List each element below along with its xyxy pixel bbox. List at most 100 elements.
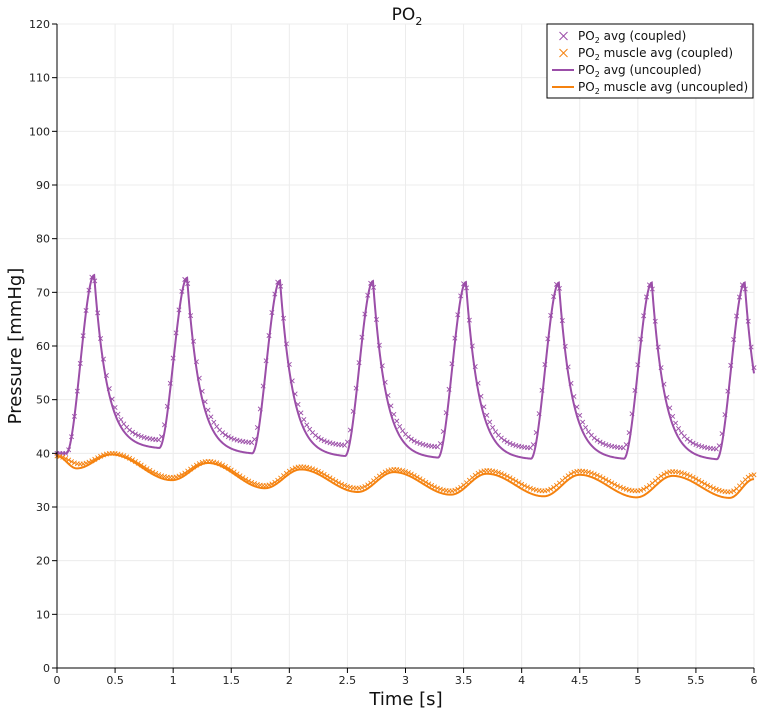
series-2-marker <box>437 486 443 492</box>
y-tick-label: 120 <box>29 18 50 31</box>
x-tick-label: 1.5 <box>223 674 241 687</box>
series-2-marker <box>588 470 594 476</box>
series-1-marker <box>405 434 411 440</box>
series-1-marker <box>315 435 321 441</box>
legend-entry-3-label-rest: avg (uncoupled) <box>600 63 702 77</box>
series-1-marker <box>135 432 141 438</box>
series-2-marker <box>545 487 551 493</box>
series-2-marker <box>731 488 737 494</box>
series-1-marker <box>591 435 597 441</box>
series-1-marker <box>129 429 136 435</box>
series-1-marker <box>318 436 324 442</box>
x-tick-label: 0 <box>54 674 61 687</box>
series-1-marker <box>420 441 426 447</box>
series-2-marker <box>498 471 504 477</box>
series-2-marker <box>434 485 440 491</box>
series-1-marker <box>220 430 226 436</box>
series-1-marker <box>507 440 513 446</box>
series-2-marker <box>359 485 365 491</box>
series-2-marker <box>507 475 513 481</box>
legend-entry-4-label: PO2 muscle avg (uncoupled) <box>578 80 748 96</box>
x-tick-label: 5 <box>634 674 641 687</box>
legend-entry-2-label-rest: muscle avg (coupled) <box>600 46 733 60</box>
legend-entry-2: PO2 muscle avg (coupled) <box>559 46 733 62</box>
series-1-marker <box>675 426 682 432</box>
series-1-marker <box>397 423 403 429</box>
series-2-marker <box>751 472 757 478</box>
series-2-marker <box>516 480 522 486</box>
series-2-marker <box>617 484 623 490</box>
series-1-marker <box>594 437 600 443</box>
series-2-marker <box>510 476 516 482</box>
y-tick-label: 50 <box>36 394 50 407</box>
series-2-marker <box>568 471 574 477</box>
series-2-marker <box>548 486 554 492</box>
series-1-marker <box>411 438 417 444</box>
series-2-marker <box>623 486 629 492</box>
series-2-marker <box>513 478 519 484</box>
series-2-marker <box>522 483 528 489</box>
legend-entry-2-label-main: PO <box>578 46 595 60</box>
legend-entry-4: PO2 muscle avg (uncoupled) <box>552 80 748 96</box>
series-1-marker <box>321 438 327 444</box>
legend-entry-2-label-subscript: 2 <box>595 53 600 62</box>
series-2-marker <box>336 480 342 486</box>
series-2-marker <box>501 472 507 478</box>
series-1-marker <box>696 443 702 449</box>
chart-title-subscript: 2 <box>415 15 422 28</box>
series-1-marker <box>118 417 124 423</box>
series-1-marker <box>606 442 612 449</box>
series-2-marker <box>702 481 708 487</box>
series-2-marker <box>684 472 690 478</box>
series-2-marker <box>690 474 696 480</box>
series-2-marker <box>493 469 499 475</box>
series-2-marker <box>678 470 684 476</box>
y-tick-label: 60 <box>36 340 50 353</box>
series-1-marker <box>693 441 699 448</box>
series-1-marker <box>394 418 400 424</box>
series-1-marker <box>684 436 690 442</box>
series-1-marker <box>327 440 333 446</box>
series-2-marker <box>716 487 722 493</box>
x-tick-label: 3.5 <box>455 674 473 687</box>
series-1-marker <box>504 439 510 445</box>
y-tick-label: 110 <box>29 72 50 85</box>
series-2-marker <box>339 481 345 487</box>
x-tick-label: 6 <box>751 674 758 687</box>
series-2-marker <box>504 473 510 479</box>
y-tick-label: 30 <box>36 501 50 514</box>
series-2-marker <box>606 478 612 484</box>
series-2-marker <box>452 487 458 493</box>
legend-entry-1-swatch <box>559 31 568 41</box>
series-1-marker <box>580 419 586 425</box>
legend-entry-1-label: PO2 avg (coupled) <box>578 29 686 45</box>
legend-entry-4-label-subscript: 2 <box>595 87 600 96</box>
series-2-marker <box>527 485 533 491</box>
chart-title: PO2 <box>392 5 423 28</box>
series-1-marker <box>583 425 589 431</box>
series-2-marker <box>661 471 667 477</box>
series-1-marker <box>417 440 423 447</box>
series-1-marker <box>222 432 228 438</box>
series-2-marker <box>696 477 702 483</box>
series-1-marker <box>324 439 330 445</box>
x-tick-label: 4 <box>518 674 525 687</box>
x-tick-label: 2.5 <box>339 674 357 687</box>
series-1-marker <box>513 442 519 448</box>
legend-box <box>546 23 754 99</box>
chart-title-main: PO <box>392 5 416 25</box>
legend: PO2 avg (coupled)PO2 muscle avg (coupled… <box>546 23 754 99</box>
series-1-marker <box>510 442 516 448</box>
legend-entry-2-swatch <box>559 48 568 58</box>
series-2-marker <box>600 475 606 481</box>
x-tick-label: 3 <box>402 674 409 687</box>
series-1-marker <box>228 435 234 441</box>
series-2-marker <box>524 484 530 490</box>
series-1-marker <box>138 434 144 440</box>
series-2-marker <box>71 460 77 466</box>
series-1-marker <box>304 422 310 428</box>
x-tick-label: 1 <box>170 674 177 687</box>
series-2-marker <box>638 487 644 493</box>
